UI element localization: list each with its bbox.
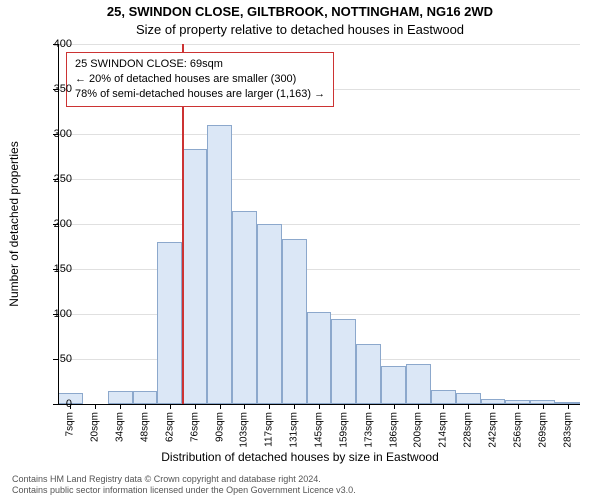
x-tick-label: 269sqm [537,412,548,448]
x-tick-label: 228sqm [463,412,474,448]
x-tick-label: 34sqm [115,412,126,442]
chart-title-sub: Size of property relative to detached ho… [0,22,600,37]
x-tick-label: 242sqm [488,412,499,448]
x-tick-label: 90sqm [214,412,225,442]
x-tick-label: 283sqm [562,412,573,448]
x-tick-label: 173sqm [363,412,374,448]
x-tick-label: 20sqm [90,412,101,442]
x-axis-title: Distribution of detached houses by size … [0,450,600,464]
x-tick-label: 103sqm [239,412,250,448]
chart-container: 25, SWINDON CLOSE, GILTBROOK, NOTTINGHAM… [0,0,600,500]
grid-line [58,269,580,270]
histogram-bar [232,211,257,405]
y-tick-label: 250 [32,173,72,185]
plot-area: 7sqm20sqm34sqm48sqm62sqm76sqm90sqm103sqm… [58,44,580,404]
histogram-bar [431,390,456,404]
y-tick-label: 400 [32,38,72,50]
info-box-line: 25 SWINDON CLOSE: 69sqm [75,57,325,72]
histogram-bar [406,364,431,404]
chart-title-main: 25, SWINDON CLOSE, GILTBROOK, NOTTINGHAM… [0,4,600,19]
y-tick-label: 50 [32,353,72,365]
grid-line [58,224,580,225]
histogram-bar [456,393,481,404]
x-tick-label: 186sqm [388,412,399,448]
info-box-line: ← 20% of detached houses are smaller (30… [75,72,325,87]
x-tick-label: 48sqm [140,412,151,442]
histogram-bar [133,391,158,405]
chart-footer: Contains HM Land Registry data © Crown c… [12,474,356,497]
x-tick-label: 131sqm [289,412,300,448]
info-box: 25 SWINDON CLOSE: 69sqm← 20% of detached… [66,52,334,107]
x-tick-label: 214sqm [438,412,449,448]
x-tick-label: 117sqm [264,412,275,447]
histogram-bar [207,125,232,404]
footer-line-2: Contains public sector information licen… [12,485,356,496]
histogram-bar [157,242,182,404]
x-tick-label: 62sqm [164,412,175,442]
y-tick-label: 100 [32,308,72,320]
histogram-bar [356,344,381,404]
x-tick-label: 7sqm [65,412,76,436]
y-tick-label: 300 [32,128,72,140]
x-tick-label: 159sqm [338,412,349,448]
y-tick-label: 200 [32,218,72,230]
histogram-bar [108,391,133,405]
histogram-bar [331,319,356,405]
histogram-bar [307,312,332,404]
grid-line [58,179,580,180]
x-tick-label: 76sqm [189,412,200,442]
y-tick-label: 350 [32,83,72,95]
info-box-line: 78% of semi-detached houses are larger (… [75,87,325,102]
x-axis-line [58,404,580,405]
x-tick-label: 256sqm [512,412,523,448]
histogram-bar [282,239,307,404]
y-tick-label: 0 [32,398,72,410]
y-tick-label: 150 [32,263,72,275]
x-tick-label: 145sqm [314,412,325,448]
grid-line [58,134,580,135]
x-tick-label: 200sqm [413,412,424,448]
footer-line-1: Contains HM Land Registry data © Crown c… [12,474,356,485]
histogram-bar [381,366,406,404]
grid-line [58,44,580,45]
histogram-bar [257,224,282,404]
histogram-bar [182,149,207,404]
y-axis-title: Number of detached properties [7,141,21,306]
